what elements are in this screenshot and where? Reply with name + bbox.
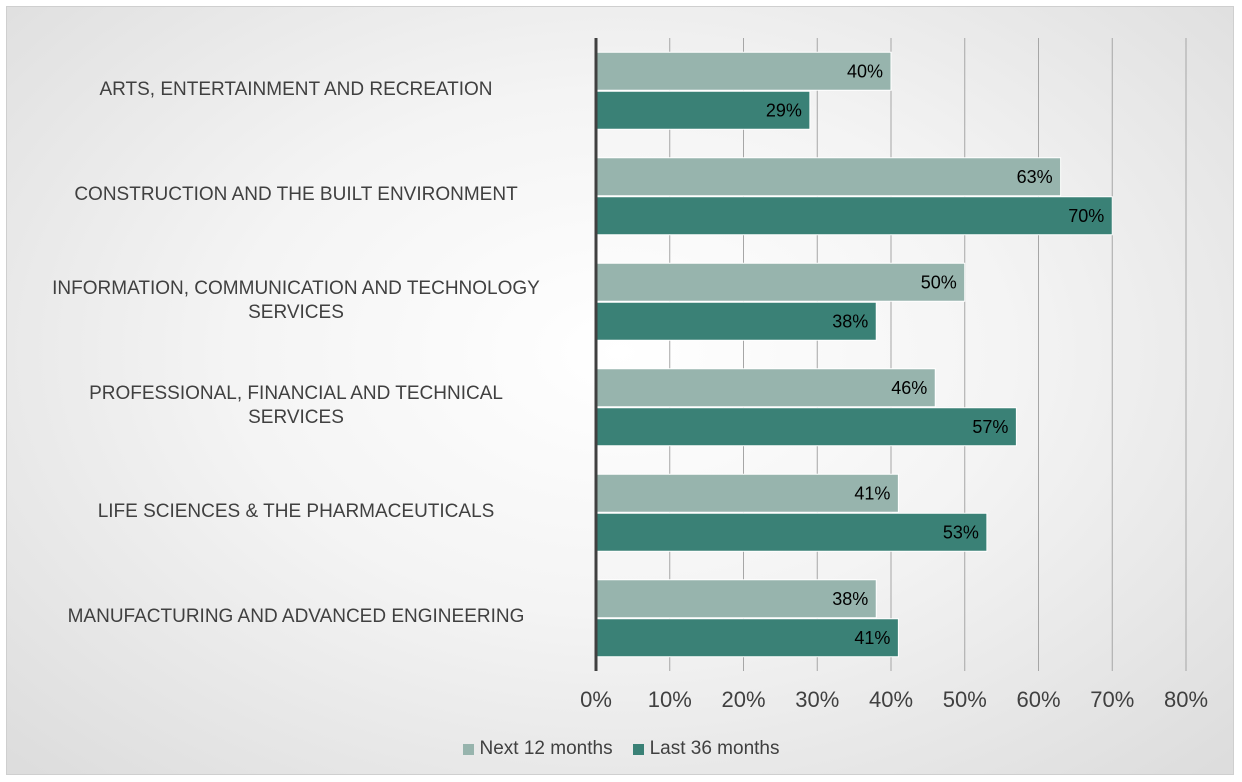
bar-last-36-3 (595, 407, 1017, 447)
bar-label-next-12-3: 46% (891, 378, 927, 398)
legend-swatch-last-36-months (632, 743, 644, 755)
x-tick-label-40: 40% (868, 687, 914, 712)
bar-label-next-12-0: 40% (847, 61, 883, 81)
x-tick-label-30: 30% (795, 687, 840, 712)
x-tick-label-20: 20% (721, 687, 766, 712)
bar-label-last-36-2: 38% (832, 311, 868, 331)
bar-next-12-0 (595, 51, 892, 91)
bar-next-12-1 (595, 157, 1062, 197)
category-label-1: CONSTRUCTION AND THE BUILT ENVIRONMENT (74, 184, 518, 206)
x-tick-label-60: 60% (1016, 687, 1061, 712)
legend-item-next-12-months: Next 12 months (462, 738, 613, 760)
category-label-2: INFORMATION, COMMUNICATION AND TECHNOLOG… (52, 277, 540, 323)
bar-label-last-36-4: 53% (943, 522, 979, 542)
bar-label-next-12-2: 50% (921, 272, 957, 292)
bar-last-36-4 (595, 512, 988, 552)
bar-last-36-2 (595, 301, 877, 341)
bar-last-36-5 (595, 618, 899, 658)
bar-last-36-0 (595, 90, 811, 130)
bar-label-last-36-5: 41% (854, 628, 890, 648)
x-tick-label-50: 50% (942, 687, 987, 712)
bar-label-next-12-5: 38% (832, 589, 868, 609)
x-tick-label-80: 80% (1163, 687, 1209, 712)
legend-label-last-36-months: Last 36 months (649, 738, 780, 759)
bar-next-12-4 (595, 473, 899, 513)
bar-next-12-5 (595, 579, 877, 619)
bar-label-last-36-0: 29% (766, 100, 802, 120)
bar-label-last-36-1: 70% (1068, 206, 1104, 226)
x-tick-label-70: 70% (1090, 687, 1135, 712)
x-tick-label-10: 10% (647, 687, 692, 712)
legend-label-next-12-months: Next 12 months (479, 738, 613, 759)
category-label-5: MANUFACTURING AND ADVANCED ENGINEERING (67, 606, 525, 628)
bar-last-36-1 (595, 196, 1113, 236)
legend-swatch-next-12-months (462, 743, 474, 755)
bar-next-12-3 (595, 368, 936, 408)
legend-item-last-36-months: Last 36 months (632, 738, 780, 760)
bar-next-12-2 (595, 262, 966, 302)
legend: Next 12 months Last 36 months (0, 738, 1242, 760)
bar-label-next-12-4: 41% (854, 483, 890, 503)
category-label-0: ARTS, ENTERTAINMENT AND RECREATION (99, 78, 493, 100)
category-label-3: PROFESSIONAL, FINANCIAL AND TECHNICAL SE… (89, 383, 503, 429)
x-tick-label-0: 0% (580, 687, 612, 712)
bar-label-last-36-3: 57% (972, 417, 1008, 437)
category-label-4: LIFE SCIENCES & THE PHARMACEUTICALS (97, 500, 495, 522)
bar-label-next-12-1: 63% (1017, 167, 1053, 187)
